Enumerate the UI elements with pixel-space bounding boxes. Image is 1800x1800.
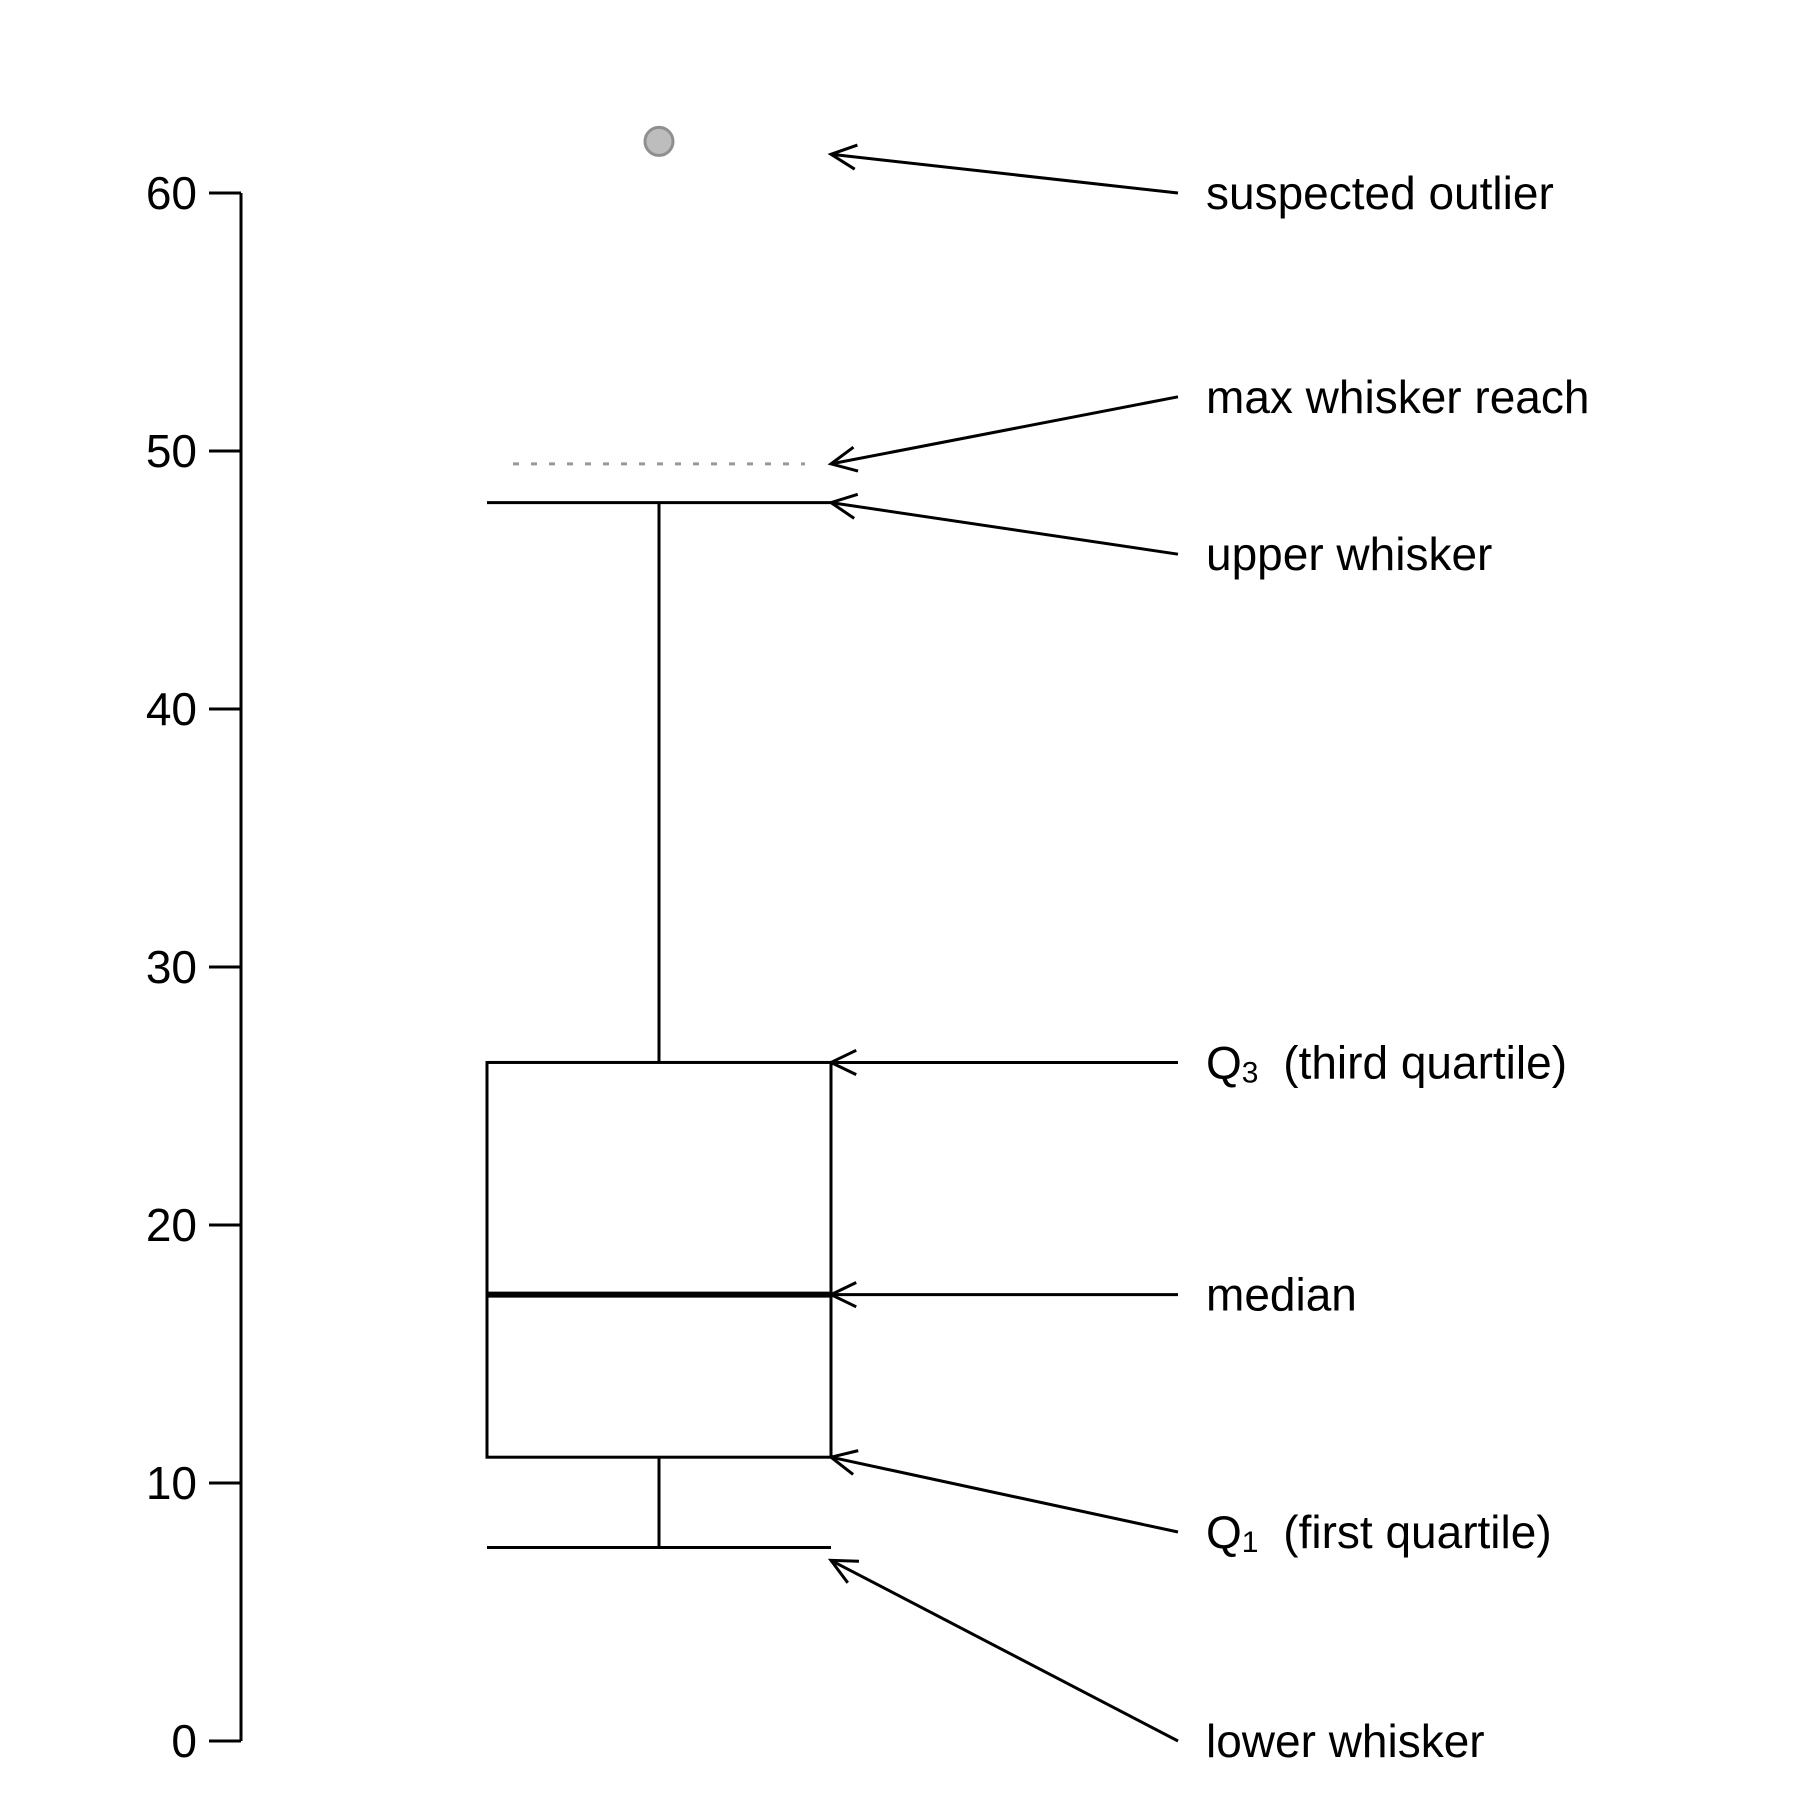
annotation-line [830,1559,1179,1743]
annotation-label: lower whisker [1206,1715,1485,1767]
y-tick-label: 40 [146,683,197,735]
annotation-upper-whisker: upper whisker [827,492,1492,580]
annotation-label-rest: (third quartile) [1270,1036,1567,1088]
annotation-suspected-outlier: suspected outlier [827,143,1554,219]
annotation-arrowhead [827,492,859,520]
annotation-label: Q1 (first quartile) [1206,1506,1552,1559]
annotation-label-main: Q [1206,1036,1242,1088]
annotations: suspected outlier max whisker reach upper … [827,143,1589,1767]
y-tick-label: 10 [146,1457,197,1509]
annotation-lower-whisker: lower whisker [827,1558,1485,1767]
annotation-line [830,1455,1179,1534]
annotation-label-main: Q [1206,1506,1242,1558]
annotation-arrowhead [827,1048,857,1076]
annotation-line [830,152,1179,195]
annotation-arrowhead [827,445,859,473]
annotation-label-subscript: 1 [1242,1526,1259,1559]
annotation-q1: Q1 (first quartile) [827,1449,1552,1559]
annotation-label: upper whisker [1206,528,1492,580]
annotation-label: max whisker reach [1206,371,1589,423]
annotation-label-subscript: 3 [1242,1056,1259,1089]
annotation-line [830,501,1179,556]
annotation-median: median [827,1269,1357,1321]
annotation-arrowhead [827,1281,857,1309]
annotation-q3: Q3 (third quartile) [827,1036,1567,1089]
annotation-arrowhead [827,1558,860,1584]
annotation-max-whisker-reach: max whisker reach [827,371,1589,473]
annotation-label: Q3 (third quartile) [1206,1036,1567,1089]
boxplot [485,125,833,1549]
y-tick-label: 30 [146,941,197,993]
y-tick-label: 50 [146,425,197,477]
annotation-arrowhead [827,143,858,171]
outlier-point [643,125,675,157]
annotation-label-rest: (first quartile) [1270,1506,1551,1558]
y-tick-label: 0 [171,1715,197,1767]
interquartile-box [485,1060,833,1459]
y-tick-label: 20 [146,1199,197,1251]
y-tick-label: 60 [146,167,197,219]
annotation-arrowhead [827,1449,859,1476]
annotation-line [830,395,1179,466]
annotation-label: median [1206,1269,1357,1321]
y-axis: 0 10 20 30 40 50 60 [146,167,243,1767]
annotation-label: suspected outlier [1206,167,1554,219]
